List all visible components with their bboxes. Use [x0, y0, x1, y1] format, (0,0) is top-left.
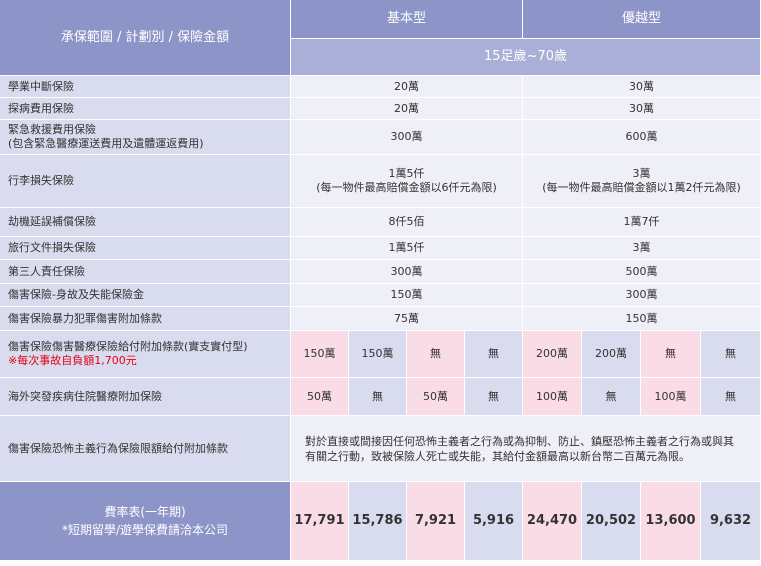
medical-value-3: 無 [407, 331, 465, 378]
table-row: 旅行文件損失保險 1萬5仟 3萬 [0, 237, 761, 260]
medical-value-8: 無 [701, 331, 761, 378]
row-label: 傷害保險暴力犯罪傷害附加條款 [0, 307, 291, 331]
table-row-terror: 傷害保險恐怖主義行為保險限額給付附加條款 對於直接或間接因任何恐怖主義者之行為或… [0, 416, 761, 482]
fee-label: 費率表(一年期) [104, 505, 186, 519]
table-row: 行李損失保險 1萬5仟 (每一物件最高賠償金額以6仟元為限) 3萬 (每一物件最… [0, 155, 761, 208]
overseas-value-7: 100萬 [641, 378, 702, 416]
overseas-value-4: 無 [465, 378, 524, 416]
premium-value: 600萬 [523, 120, 761, 155]
fee-value-6: 20,502 [582, 482, 642, 561]
fee-value-4: 5,916 [465, 482, 524, 561]
premium-value: 30萬 [523, 98, 761, 120]
table-row: 探病費用保險 20萬 30萬 [0, 98, 761, 120]
plan-premium-header: 優越型 [523, 0, 761, 39]
coverage-title-header: 承保範圍 / 計劃別 / 保險金額 [0, 0, 291, 76]
row-label: 旅行文件損失保險 [0, 237, 291, 260]
fee-note: *短期留學/遊學保費請洽本公司 [61, 523, 229, 537]
fee-value-2: 15,786 [349, 482, 407, 561]
basic-value: 20萬 [291, 76, 524, 98]
basic-value: 300萬 [291, 120, 524, 155]
basic-value: 20萬 [291, 98, 524, 120]
row-label-sub: (包含緊急醫療運送費用及遺體運返費用) [8, 137, 204, 150]
basic-value-sub: (每一物件最高賠償金額以6仟元為限) [316, 181, 497, 194]
table-row: 傷害保險-身故及失能保險金 150萬 300萬 [0, 284, 761, 307]
table-row: 緊急救援費用保險 (包含緊急醫療運送費用及遺體運返費用) 300萬 600萬 [0, 120, 761, 155]
premium-value: 1萬7仟 [523, 208, 761, 237]
basic-value: 1萬5仟 [291, 237, 524, 260]
fee-row: 費率表(一年期) *短期留學/遊學保費請洽本公司 17,791 15,786 7… [0, 482, 761, 561]
medical-label: 傷害保險傷害醫療保險給付附加條款(實支實付型) [8, 340, 248, 353]
premium-value: 3萬 [523, 237, 761, 260]
premium-value: 500萬 [523, 260, 761, 284]
basic-value: 8仟5佰 [291, 208, 524, 237]
basic-value: 300萬 [291, 260, 524, 284]
deductible-note: ※每次事故自負額1,700元 [8, 354, 137, 367]
row-label-cell: 緊急救援費用保險 (包含緊急醫療運送費用及遺體運返費用) [0, 120, 291, 155]
overseas-value-5: 100萬 [523, 378, 583, 416]
basic-value: 75萬 [291, 307, 524, 331]
overseas-value-2: 無 [349, 378, 407, 416]
medical-value-7: 無 [641, 331, 702, 378]
medical-value-6: 200萬 [582, 331, 642, 378]
overseas-value-8: 無 [701, 378, 761, 416]
row-label: 行李損失保險 [0, 155, 291, 208]
overseas-value-3: 50萬 [407, 378, 465, 416]
row-label: 劫機延誤補償保險 [0, 208, 291, 237]
terror-notice-cell: 對於直接或間接因任何恐怖主義者之行為或為抑制、防止、鎮壓恐怖主義者之行為或與其 … [291, 416, 761, 482]
premium-value: 30萬 [523, 76, 761, 98]
overseas-value-1: 50萬 [291, 378, 349, 416]
medical-value-2: 150萬 [349, 331, 407, 378]
medical-value-1: 150萬 [291, 331, 349, 378]
basic-value: 1萬5仟 [388, 167, 425, 180]
basic-value-cell: 1萬5仟 (每一物件最高賠償金額以6仟元為限) [291, 155, 524, 208]
row-label: 探病費用保險 [0, 98, 291, 120]
row-label: 學業中斷保險 [0, 76, 291, 98]
table-row: 傷害保險暴力犯罪傷害附加條款 75萬 150萬 [0, 307, 761, 331]
terror-notice-line1: 對於直接或間接因任何恐怖主義者之行為或為抑制、防止、鎮壓恐怖主義者之行為或與其 [305, 434, 734, 448]
plan-basic-header: 基本型 [291, 0, 524, 39]
fee-value-7: 13,600 [641, 482, 702, 561]
fee-value-8: 9,632 [701, 482, 761, 561]
table-row: 學業中斷保險 20萬 30萬 [0, 76, 761, 98]
medical-value-5: 200萬 [523, 331, 583, 378]
overseas-value-6: 無 [582, 378, 642, 416]
row-label: 緊急救援費用保險 [8, 123, 96, 136]
row-label: 第三人責任保險 [0, 260, 291, 284]
fee-value-5: 24,470 [523, 482, 583, 561]
premium-value: 300萬 [523, 284, 761, 307]
premium-value: 3萬 [632, 167, 651, 180]
terror-notice-line2: 有關之行動，致被保險人死亡或失能，其給付金額最高以新台幣二百萬元為限。 [305, 449, 690, 463]
age-range-header: 15足歲~70歲 [291, 39, 761, 76]
medical-label-cell: 傷害保險傷害醫療保險給付附加條款(實支實付型) ※每次事故自負額1,700元 [0, 331, 291, 378]
row-label: 傷害保險-身故及失能保險金 [0, 284, 291, 307]
table-row: 劫機延誤補償保險 8仟5佰 1萬7仟 [0, 208, 761, 237]
table-row-medical: 傷害保險傷害醫療保險給付附加條款(實支實付型) ※每次事故自負額1,700元 1… [0, 331, 761, 378]
terror-label: 傷害保險恐怖主義行為保險限額給付附加條款 [0, 416, 291, 482]
premium-value-cell: 3萬 (每一物件最高賠償金額以1萬2仟元為限) [523, 155, 761, 208]
table-row: 第三人責任保險 300萬 500萬 [0, 260, 761, 284]
premium-value-sub: (每一物件最高賠償金額以1萬2仟元為限) [542, 181, 741, 194]
table-row-overseas: 海外突發疾病住院醫療附加保險 50萬 無 50萬 無 100萬 無 100萬 無 [0, 378, 761, 416]
basic-value: 150萬 [291, 284, 524, 307]
medical-value-4: 無 [465, 331, 524, 378]
fee-value-1: 17,791 [291, 482, 349, 561]
overseas-label: 海外突發疾病住院醫療附加保險 [0, 378, 291, 416]
fee-label-cell: 費率表(一年期) *短期留學/遊學保費請洽本公司 [0, 482, 291, 561]
premium-value: 150萬 [523, 307, 761, 331]
fee-value-3: 7,921 [407, 482, 465, 561]
